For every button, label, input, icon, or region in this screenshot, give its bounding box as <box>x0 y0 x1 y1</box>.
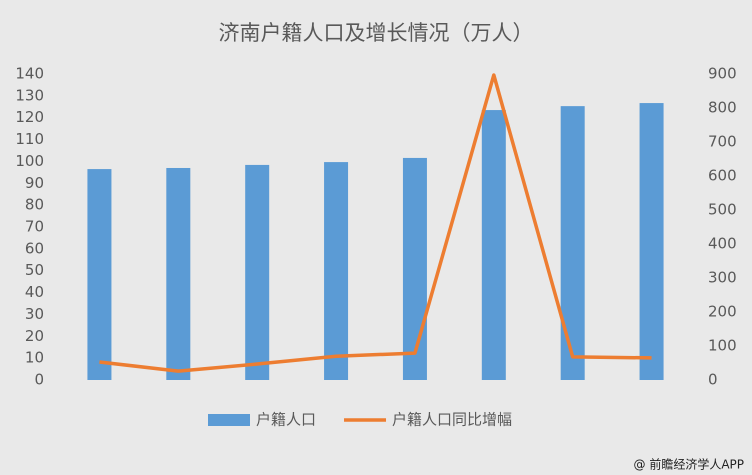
y-tick-label: 70 <box>25 218 44 236</box>
bar <box>324 162 349 380</box>
bar <box>87 169 112 380</box>
y-tick-label: 0 <box>34 371 44 389</box>
y-tick-label: 100 <box>15 152 44 170</box>
y-tick-label: 90 <box>25 174 44 192</box>
y2-tick-label: 0 <box>708 371 718 389</box>
source: @ 前瞻经济学人APP <box>634 457 745 472</box>
y2-tick-label: 500 <box>708 201 737 219</box>
chart-title: 济南户籍人口及增长情况（万人） <box>219 21 534 45</box>
y2-tick-label: 300 <box>708 269 737 287</box>
y2-tick-label: 900 <box>708 65 737 83</box>
y-tick-label: 80 <box>25 196 44 214</box>
bar <box>166 167 191 380</box>
y-tick-label: 20 <box>25 327 44 345</box>
legend-swatch <box>208 414 250 426</box>
y2-tick-label: 700 <box>708 133 737 151</box>
y2-tick-label: 100 <box>708 337 737 355</box>
y2-tick-label: 400 <box>708 235 737 253</box>
y-tick-label: 60 <box>25 239 44 257</box>
y-tick-label: 30 <box>25 305 44 323</box>
y-tick-label: 10 <box>25 349 44 367</box>
bar <box>402 157 427 380</box>
legend-label: 户籍人口 <box>256 411 316 429</box>
line <box>99 73 652 373</box>
y2-tick-label: 800 <box>708 99 737 117</box>
y-tick-label: 130 <box>15 86 44 104</box>
bar <box>481 110 506 381</box>
y-tick-label: 120 <box>15 108 44 126</box>
bar <box>245 164 270 380</box>
y-tick-label: 110 <box>15 130 44 148</box>
legend-label: 户籍人口同比增幅 <box>392 411 512 429</box>
y-tick-label: 50 <box>25 261 44 279</box>
y2-tick-label: 200 <box>708 303 737 321</box>
y2-tick-label: 600 <box>708 167 737 185</box>
y-tick-label: 140 <box>15 65 44 83</box>
y-tick-label: 40 <box>25 283 44 301</box>
bar <box>639 103 664 380</box>
bar <box>560 106 585 380</box>
